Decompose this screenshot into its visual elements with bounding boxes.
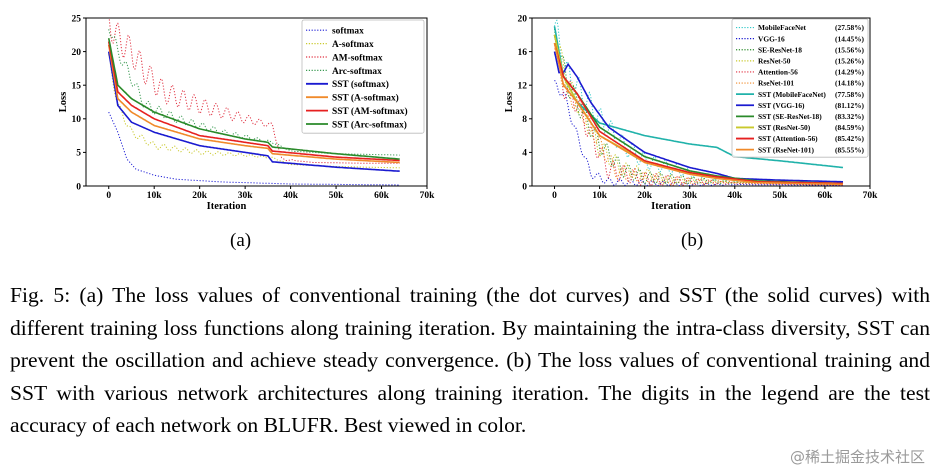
x-tick-label: 20k bbox=[192, 191, 208, 201]
x-tick-label: 60k bbox=[818, 191, 834, 201]
plot-frame bbox=[531, 17, 871, 187]
chart-b: 0 10k 20k 30k 40k 50k 60k 70k 0 4 8 12 16 20 Iteration… bbox=[504, 14, 878, 212]
legend-entry-accuracy: (77.58%) bbox=[835, 90, 864, 99]
legend-entry-label: MobileFaceNet bbox=[758, 23, 807, 32]
y-tick-label: 25 bbox=[72, 14, 82, 24]
chart-a: 0 10k 20k 30k 40k 50k 60k 70k 0 5 10 15 20 25 Iteratio… bbox=[58, 14, 436, 212]
plot-area bbox=[553, 19, 844, 186]
legend: softmax A-softmax AM-softmax Arc-softmax SST… bbox=[301, 19, 425, 134]
x-tick-label: 10k bbox=[147, 191, 163, 201]
x-tick-label: 0 bbox=[552, 191, 557, 201]
y-tick-label: 12 bbox=[518, 82, 528, 92]
legend-entry-label: SST (MobileFaceNet) bbox=[758, 90, 826, 99]
figure-caption: Fig. 5: (a) The loss values of conventio… bbox=[10, 283, 930, 437]
x-tick-label: 30k bbox=[238, 191, 254, 201]
series-line-attention-56 bbox=[554, 47, 844, 186]
legend-entry-label: SST (RseNet-101) bbox=[758, 145, 814, 154]
plot-area bbox=[107, 18, 400, 186]
x-tick-label: 10k bbox=[592, 191, 608, 201]
legend-entry-accuracy: (15.56%) bbox=[835, 45, 864, 54]
legend-entry-label: SST (AM-softmax) bbox=[332, 106, 408, 117]
legend-entry-accuracy: (14.18%) bbox=[835, 79, 864, 88]
x-tick-label: 0 bbox=[106, 191, 111, 201]
x-tick-label: 70k bbox=[420, 191, 436, 201]
series-line-sst-mobilefacenet- bbox=[553, 26, 844, 169]
legend-entry-accuracy: (84.59%) bbox=[835, 123, 864, 132]
x-tick-label: 60k bbox=[374, 191, 390, 201]
x-tick-label: 20k bbox=[637, 191, 653, 201]
series-line-sst-attention-56- bbox=[553, 42, 843, 185]
legend: MobileFaceNet (27.58%) VGG-16 (14.45%) SE-Re… bbox=[731, 18, 869, 158]
watermark: @稀土掘金技术社区 bbox=[787, 446, 927, 467]
x-axis-label: Iteration bbox=[207, 201, 247, 212]
x-tick-label: 40k bbox=[283, 191, 299, 201]
legend-entry-label: SST (VGG-16) bbox=[758, 101, 805, 110]
x-tick-label: 50k bbox=[329, 191, 345, 201]
y-axis-label: Loss bbox=[58, 92, 69, 112]
legend-entry-label: SST (SE-ResNet-18) bbox=[758, 112, 822, 121]
legend-entry-label: SST (A-softmax) bbox=[332, 93, 399, 104]
legend-entry-label: ResNet-50 bbox=[758, 57, 791, 66]
series-line-sst-a-softmax- bbox=[107, 44, 400, 164]
series-line-vgg-16 bbox=[554, 79, 843, 186]
y-tick-label: 15 bbox=[72, 82, 82, 92]
legend-entry-accuracy: (83.32%) bbox=[835, 112, 864, 121]
series-line-sst-am-softmax- bbox=[107, 41, 400, 162]
legend-entry-accuracy: (81.12%) bbox=[835, 101, 864, 110]
subfigure-label-a: (a) bbox=[230, 230, 252, 251]
plot-frame bbox=[85, 17, 428, 187]
x-tick-label: 40k bbox=[727, 191, 743, 201]
series-line-softmax bbox=[108, 111, 400, 186]
series-line-arc-softmax bbox=[108, 29, 400, 156]
figure-charts: 0 10k 20k 30k 40k 50k 60k 70k 0 5 10 15 20 25 Iteratio… bbox=[58, 14, 878, 212]
legend-entry-accuracy: (14.29%) bbox=[835, 68, 864, 77]
series-line-sst-softmax- bbox=[107, 51, 400, 172]
x-tick-label: 70k bbox=[863, 191, 879, 201]
legend-entry-label: SE-ResNet-18 bbox=[758, 45, 802, 54]
legend-entry-label: AM-softmax bbox=[332, 53, 383, 63]
legend-entry-label: VGG-16 bbox=[758, 34, 785, 43]
legend-entry-label: Attention-56 bbox=[758, 68, 798, 77]
series-line-am-softmax bbox=[108, 18, 400, 164]
y-tick-label: 20 bbox=[72, 48, 82, 58]
legend-entry-label: SST (ResNet-50) bbox=[758, 123, 811, 132]
x-tick-label: 50k bbox=[772, 191, 788, 201]
legend-entry-label: SST (softmax) bbox=[332, 79, 389, 90]
y-tick-label: 8 bbox=[522, 115, 527, 125]
legend-entry-accuracy: (15.26%) bbox=[835, 57, 864, 66]
y-tick-label: 0 bbox=[76, 182, 81, 192]
series-line-a-softmax bbox=[108, 54, 400, 169]
y-tick-label: 10 bbox=[72, 115, 82, 125]
series-line-sst-vgg-16- bbox=[553, 51, 843, 183]
y-tick-label: 16 bbox=[518, 48, 528, 58]
legend-box bbox=[731, 18, 869, 158]
legend-box bbox=[301, 19, 425, 134]
legend-entry-label: softmax bbox=[332, 27, 364, 37]
series-line-sst-arc-softmax- bbox=[107, 38, 400, 160]
y-tick-label: 20 bbox=[518, 14, 528, 24]
legend-entry-label: SST (Attention-56) bbox=[758, 134, 818, 143]
y-tick-label: 0 bbox=[522, 182, 527, 192]
subfigure-label-b: (b) bbox=[681, 230, 704, 251]
legend-entry-accuracy: (85.42%) bbox=[835, 134, 864, 143]
y-tick-label: 5 bbox=[76, 149, 81, 159]
x-axis-label: Iteration bbox=[651, 201, 691, 212]
x-tick-label: 30k bbox=[682, 191, 698, 201]
y-axis-label: Loss bbox=[504, 92, 515, 112]
legend-entry-accuracy: (14.45%) bbox=[835, 34, 864, 43]
legend-entry-label: SST (Arc-softmax) bbox=[332, 119, 407, 130]
legend-entry-label: RseNet-101 bbox=[758, 79, 794, 88]
legend-entry-label: Arc-softmax bbox=[332, 67, 382, 77]
series-line-sst-rsenet-101- bbox=[553, 43, 843, 186]
y-tick-label: 4 bbox=[522, 149, 527, 159]
legend-entry-accuracy: (85.55%) bbox=[835, 145, 864, 154]
legend-entry-label: A-softmax bbox=[332, 40, 374, 50]
legend-entry-accuracy: (27.58%) bbox=[835, 23, 864, 32]
